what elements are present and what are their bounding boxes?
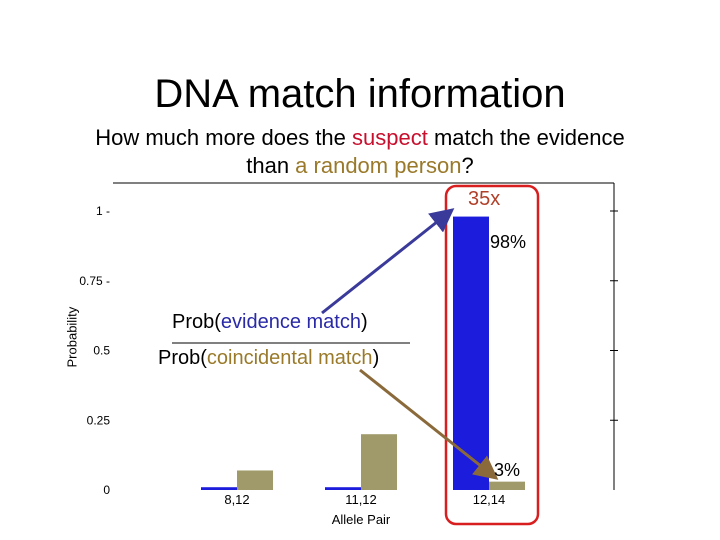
x-axis-title: Allele Pair: [331, 512, 391, 527]
coincidental-match-label: Prob(coincidental match): [158, 347, 379, 370]
evidence-match-label: Prob(evidence match): [172, 311, 368, 334]
subtitle-random: a random person: [295, 153, 462, 178]
chart-annotations: [172, 184, 540, 526]
y-tick-label: 0.25: [87, 413, 111, 427]
y-axis-title: Probability: [64, 306, 80, 368]
bar-evidence: [325, 487, 361, 490]
y-tick-label: 0: [103, 483, 110, 497]
subtitle-part1: How much more does the: [95, 125, 353, 150]
coincidental-percent-label: 3%: [494, 460, 521, 480]
slide-subtitle: How much more does the suspect match the…: [60, 124, 660, 180]
x-axis-categories: 8,12 11,12 12,14: [224, 492, 505, 507]
x-tick-label: 12,14: [473, 492, 506, 507]
subtitle-suspect: suspect: [352, 125, 428, 150]
evidence-prefix: Prob(: [172, 311, 221, 333]
bar-coincidental: [361, 434, 397, 490]
bar-coincidental: [237, 470, 273, 490]
subtitle-part3: than: [246, 153, 296, 178]
coincidental-arrow: [359, 368, 499, 480]
evidence-suffix: ): [360, 311, 368, 333]
coinc-prefix: Prob(: [158, 347, 207, 369]
y-axis-ticks: 0 0.25 0.5 0.75 - 1 -: [79, 204, 618, 497]
slide-title: DNA match information: [154, 72, 566, 116]
y-tick-label: 0.5: [93, 344, 110, 358]
bar-evidence: [201, 487, 237, 490]
highlight-box: [444, 184, 540, 526]
ratio-label: 35x: [468, 188, 501, 210]
coinc-word: coincidental match: [206, 347, 373, 369]
y-tick-label: 0.75 -: [79, 274, 110, 288]
evidence-percent-label: 98%: [490, 232, 527, 252]
y-tick-label: 1 -: [96, 204, 110, 218]
evidence-word: evidence match: [220, 311, 361, 333]
x-tick-label: 8,12: [224, 492, 249, 507]
subtitle-part2: match the evidence: [427, 125, 625, 150]
coinc-suffix: ): [372, 347, 380, 369]
bar-coincidental: [489, 481, 525, 490]
x-tick-label: 11,12: [345, 492, 377, 507]
evidence-arrow: [321, 208, 455, 315]
bar-evidence: [453, 216, 489, 490]
subtitle-part4: ?: [461, 153, 474, 178]
chart-bars: [201, 216, 525, 490]
chart-frame: [113, 182, 615, 490]
